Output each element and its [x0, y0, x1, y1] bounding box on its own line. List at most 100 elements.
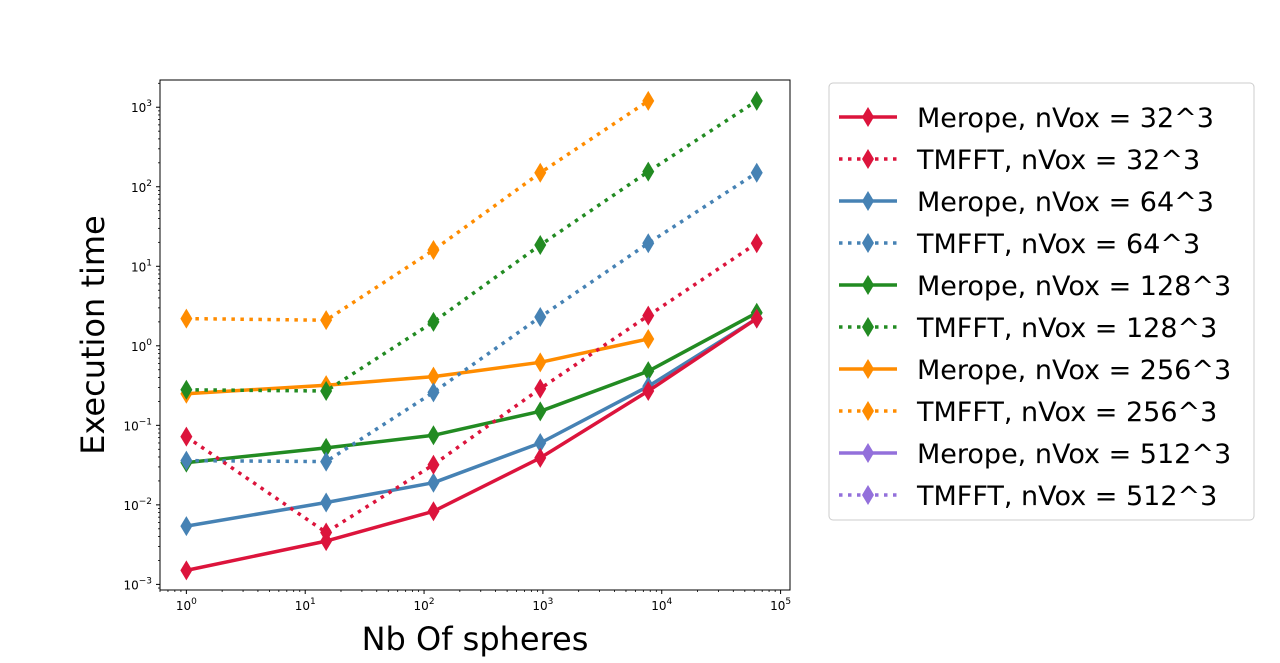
data-point-marker — [642, 361, 655, 382]
series-7 — [180, 90, 655, 331]
legend-entry: Merope, nVox = 32^3 — [839, 103, 1214, 134]
data-point-marker — [180, 308, 193, 329]
data-point-marker — [642, 90, 655, 111]
data-point-marker — [320, 492, 333, 513]
y-axis-title: Execution time — [74, 215, 112, 455]
y-tick-label: 103 — [131, 99, 152, 115]
data-point-marker — [750, 162, 763, 183]
data-point-marker — [320, 451, 333, 472]
legend: Merope, nVox = 32^3 TMFFT, nVox = 32^3 Mer… — [828, 82, 1255, 521]
legend-marker — [862, 149, 874, 169]
data-point-marker — [320, 310, 333, 331]
data-point-marker — [534, 235, 547, 256]
legend-marker — [862, 359, 874, 379]
y-tick-label: 10−3 — [123, 576, 152, 592]
data-point-marker — [427, 382, 440, 403]
data-point-marker — [750, 90, 763, 111]
data-point-marker — [180, 426, 193, 447]
x-tick-label: 104 — [651, 597, 672, 613]
legend-label: Merope, nVox = 256^3 — [917, 355, 1231, 386]
data-point-marker — [642, 161, 655, 182]
x-tick-label: 105 — [770, 597, 791, 613]
legend-marker — [862, 485, 874, 505]
legend-entry: Merope, nVox = 128^3 — [839, 271, 1231, 302]
y-tick-label: 102 — [131, 179, 152, 195]
legend-marker — [862, 191, 874, 211]
data-point-marker — [750, 233, 763, 254]
legend-entry: Merope, nVox = 512^3 — [839, 439, 1231, 470]
legend-marker — [862, 275, 874, 295]
plot-area-frame — [159, 79, 791, 591]
data-point-marker — [427, 472, 440, 493]
legend-entry: TMFFT, nVox = 512^3 — [839, 481, 1217, 512]
data-point-marker — [642, 381, 655, 402]
x-tick-label: 101 — [295, 597, 316, 613]
data-point-marker — [427, 366, 440, 387]
legend-label: TMFFT, nVox = 256^3 — [916, 397, 1217, 428]
data-point-marker — [427, 501, 440, 522]
data-point-marker — [180, 516, 193, 537]
data-point-marker — [750, 308, 763, 329]
series-2 — [180, 308, 763, 537]
series-line — [186, 99, 758, 393]
series-1 — [180, 233, 763, 543]
y-tick-label: 10−2 — [123, 497, 152, 513]
legend-frame — [828, 82, 1255, 521]
y-tick-label: 10−1 — [123, 417, 152, 433]
legend-marker — [862, 317, 874, 337]
legend-label: Merope, nVox = 128^3 — [917, 271, 1231, 302]
data-point-marker — [534, 162, 547, 183]
legend-entry: TMFFT, nVox = 64^3 — [839, 229, 1200, 260]
data-point-marker — [534, 378, 547, 399]
legend-entry: TMFFT, nVox = 128^3 — [839, 313, 1217, 344]
data-point-marker — [642, 305, 655, 326]
legend-label: TMFFT, nVox = 32^3 — [916, 145, 1200, 176]
legend-label: Merope, nVox = 64^3 — [917, 187, 1214, 218]
y-tick-label: 100 — [131, 338, 152, 354]
data-point-marker — [534, 307, 547, 328]
legend-label: TMFFT, nVox = 64^3 — [916, 229, 1200, 260]
series-line — [186, 311, 758, 465]
y-tick-label: 101 — [131, 258, 152, 274]
series-line — [186, 317, 758, 573]
series-0 — [180, 308, 763, 581]
legend-label: TMFFT, nVox = 128^3 — [916, 313, 1217, 344]
legend-label: Merope, nVox = 512^3 — [917, 439, 1231, 470]
data-point-marker — [534, 432, 547, 453]
x-axis-title: Nb Of spheres — [362, 620, 589, 658]
data-point-marker — [642, 328, 655, 349]
x-tick-label: 103 — [532, 597, 553, 613]
legend-entry: TMFFT, nVox = 32^3 — [839, 145, 1200, 176]
legend-marker — [862, 443, 874, 463]
legend-label: TMFFT, nVox = 512^3 — [916, 481, 1217, 512]
legend-marker — [862, 233, 874, 253]
x-tick-label: 102 — [414, 597, 435, 613]
data-point-marker — [534, 401, 547, 422]
data-point-marker — [427, 311, 440, 332]
legend-entry: Merope, nVox = 64^3 — [839, 187, 1214, 218]
series-line — [185, 241, 758, 535]
data-point-marker — [320, 381, 333, 402]
data-point-marker — [427, 425, 440, 446]
series-line — [186, 171, 758, 464]
legend-marker — [862, 401, 874, 421]
data-point-marker — [427, 454, 440, 475]
series-5 — [180, 90, 763, 402]
data-point-marker — [427, 240, 440, 261]
data-point-marker — [180, 379, 193, 400]
series-3 — [180, 162, 763, 472]
legend-entry: Merope, nVox = 256^3 — [839, 355, 1231, 386]
legend-label: Merope, nVox = 32^3 — [917, 103, 1214, 134]
x-tick-label: 100 — [176, 597, 197, 613]
legend-marker — [862, 107, 874, 127]
data-point-marker — [642, 233, 655, 254]
ticks-layer: 100 101 102 103 104 105 10−3 10−2 10−1 100 101 102 1… — [123, 82, 791, 613]
data-point-marker — [180, 560, 193, 581]
data-point-marker — [534, 447, 547, 468]
data-point-marker — [180, 450, 193, 471]
series-line — [186, 99, 650, 322]
data-point-marker — [320, 437, 333, 458]
legend-entry: TMFFT, nVox = 256^3 — [839, 397, 1217, 428]
data-point-marker — [534, 352, 547, 373]
